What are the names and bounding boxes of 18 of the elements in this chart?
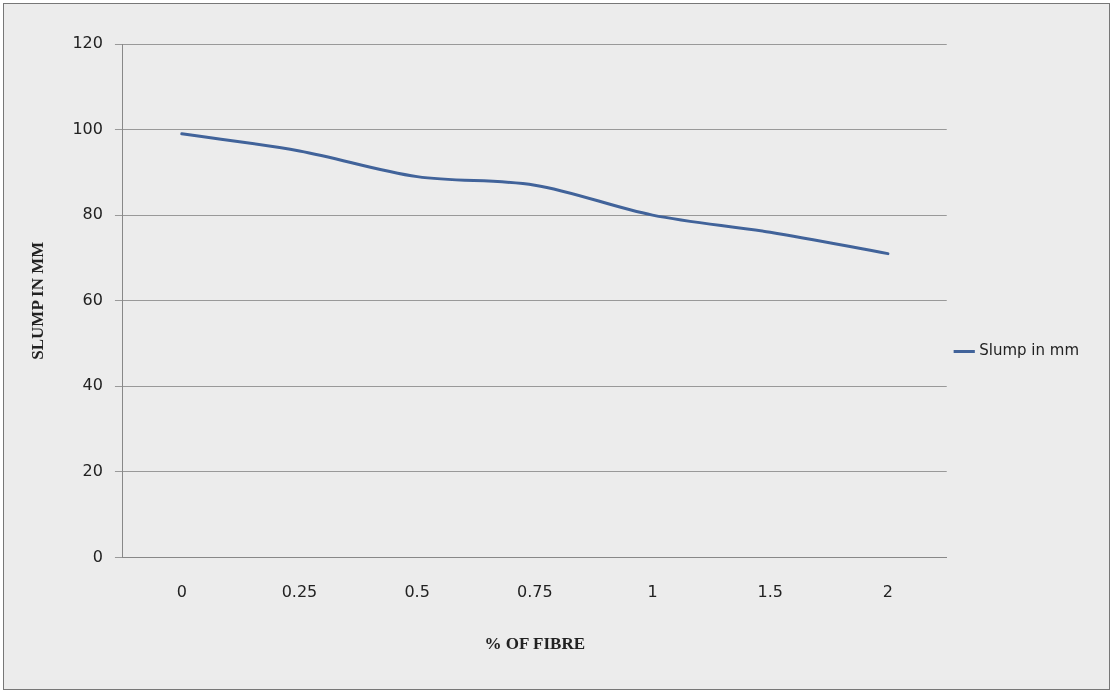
x-tick-label: 2 xyxy=(882,582,893,602)
legend-label: Slump in mm xyxy=(979,341,1079,360)
y-tick-label: 60 xyxy=(82,289,103,309)
x-tick-label: 1.5 xyxy=(757,582,783,602)
x-tick-label: 0 xyxy=(176,582,187,602)
x-tick-label: 1 xyxy=(647,582,658,602)
line-series xyxy=(180,132,890,256)
x-axis-title: % OF FIBRE xyxy=(484,634,586,654)
y-axis-title: SLUMP IN MM xyxy=(27,241,47,360)
y-tick-label: 120 xyxy=(72,33,103,53)
x-tick-label: 0.75 xyxy=(517,582,553,602)
x-tick-label: 0.5 xyxy=(404,582,430,602)
y-tick-label: 80 xyxy=(82,204,103,224)
y-tick-label: 20 xyxy=(82,460,103,480)
y-tick-label: 40 xyxy=(82,375,103,395)
y-tick-label: 0 xyxy=(92,546,103,566)
y-tick-label: 100 xyxy=(72,118,103,138)
x-tick-label: 0.25 xyxy=(281,582,318,602)
